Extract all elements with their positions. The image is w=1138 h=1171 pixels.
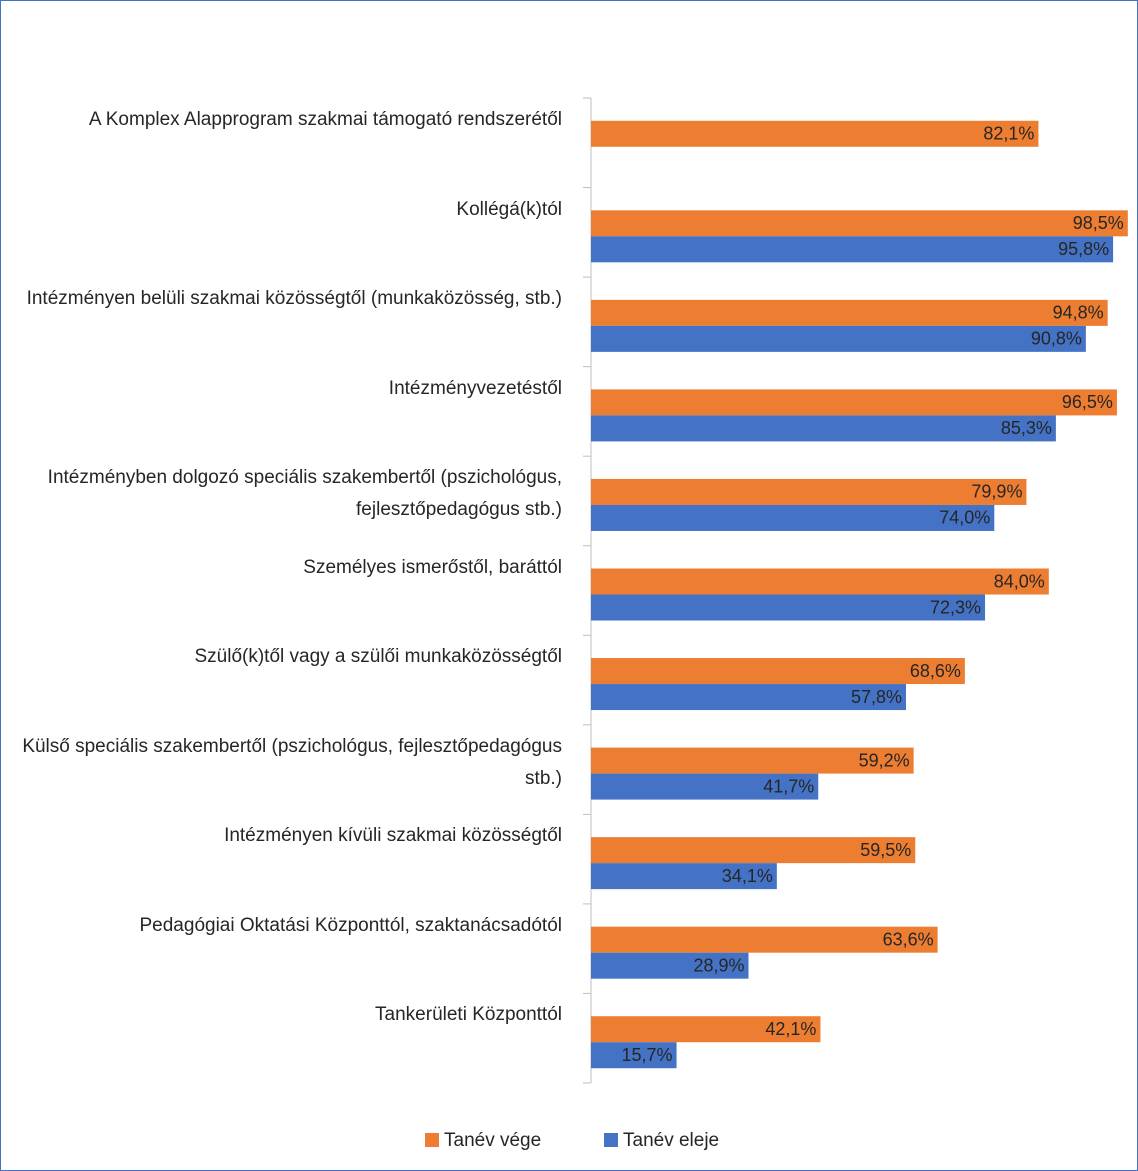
bar [591,478,1027,505]
data-label: 96,5% [1062,392,1113,412]
data-label: 98,5% [1073,213,1124,233]
bar [591,684,907,711]
legend-label: Tanév vége [444,1130,541,1151]
data-label: 72,3% [930,597,981,617]
bar [591,1042,677,1069]
data-label: 90,8% [1031,329,1082,349]
bar [591,747,914,774]
data-label: 15,7% [622,1045,673,1065]
data-label: 82,1% [983,124,1034,144]
bar [591,504,995,531]
category-label: Tankerületi Központtól [375,1004,562,1026]
legend-label: Tanév eleje [623,1130,719,1151]
category-label-box: Intézményben dolgozó speciális szakember… [47,467,562,521]
data-label: 28,9% [693,955,744,975]
bar [591,773,819,800]
data-label: 41,7% [763,776,814,796]
legend-swatch [425,1133,439,1147]
bar [591,837,916,864]
category-label-box: Tankerületi Központtól [375,1004,562,1026]
data-label: 85,3% [1001,418,1052,438]
bar [591,210,1128,237]
category-label: Szülő(k)től vagy a szülői munkaközösségt… [194,646,562,668]
category-label: Intézményen kívüli szakmai közösségtől [224,825,562,847]
bar [591,299,1108,326]
bar [591,594,986,621]
bar [591,1016,821,1043]
bar [591,236,1114,263]
category-label-box: Intézményen belüli szakmai közösségtől (… [26,288,562,310]
data-label: 95,8% [1058,239,1109,259]
data-label: 57,8% [851,687,902,707]
category-label: Személyes ismerőstől, baráttól [303,556,562,578]
category-label-box: Kollégá(k)tól [456,198,562,220]
bar [591,926,938,953]
data-label: 59,5% [860,840,911,860]
category-label: Intézményen belüli szakmai közösségtől (… [26,288,562,310]
category-label-box: Személyes ismerőstől, baráttól [303,556,562,578]
category-label: Pedagógiai Oktatási Központtól, szaktaná… [139,914,563,936]
data-label: 84,0% [994,571,1045,591]
category-label-box: Intézményen kívüli szakmai közösségtől [224,825,562,847]
data-label: 79,9% [971,482,1022,502]
bar [591,952,749,979]
data-label: 74,0% [939,508,990,528]
data-label: 59,2% [859,750,910,770]
category-label-box: Pedagógiai Oktatási Központtól, szaktaná… [139,914,563,936]
data-label: 94,8% [1053,303,1104,323]
bar [591,568,1049,595]
bar [591,863,777,890]
category-label: Intézményben dolgozó speciális szakember… [47,467,562,521]
category-label-box: Intézményvezetéstől [388,377,562,399]
category-label-box: A Komplex Alapprogram szakmai támogató r… [88,109,562,130]
category-label-box: Külső speciális szakembertől (pszichológ… [22,735,562,789]
bar [591,389,1117,416]
category-label: Intézményvezetéstől [388,377,562,399]
data-label: 34,1% [722,866,773,886]
category-label: A Komplex Alapprogram szakmai támogató r… [88,109,562,130]
bar [591,120,1039,147]
bar [591,658,965,685]
data-label: 68,6% [910,661,961,681]
category-label: Kollégá(k)tól [456,198,562,220]
category-label-box: Szülő(k)től vagy a szülői munkaközösségt… [194,646,562,668]
category-label: Külső speciális szakembertől (pszichológ… [22,735,562,789]
bar [591,325,1086,352]
bar [591,415,1056,442]
legend-swatch [604,1133,618,1147]
data-label: 63,6% [883,929,934,949]
data-label: 42,1% [765,1019,816,1039]
